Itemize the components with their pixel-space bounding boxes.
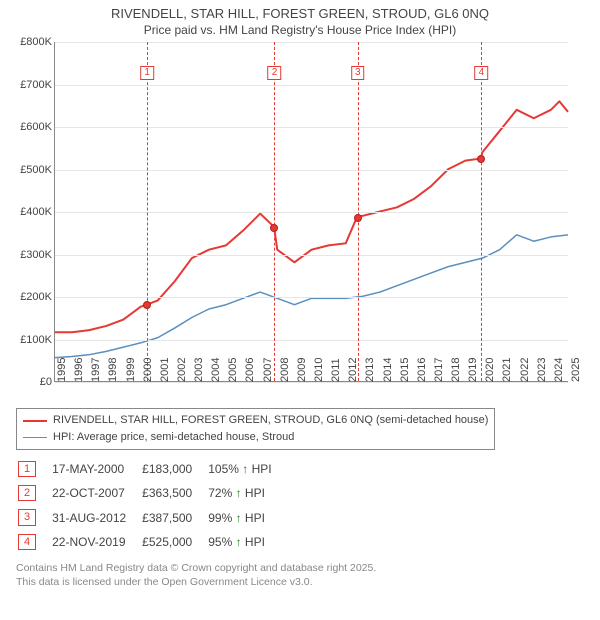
sale-marker-line — [481, 42, 482, 381]
sale-vs-hpi: 99% ↑ HPI — [208, 506, 285, 528]
chart-area: £0£100K£200K£300K£400K£500K£600K£700K£80… — [8, 42, 568, 402]
sale-vs-hpi: 72% ↑ HPI — [208, 482, 285, 504]
sale-price: £183,000 — [142, 458, 206, 480]
footer: Contains HM Land Registry data © Crown c… — [16, 561, 584, 589]
legend-swatch — [23, 437, 47, 438]
y-axis: £0£100K£200K£300K£400K£500K£600K£700K£80… — [8, 42, 54, 382]
x-tick-label: 2025 — [568, 358, 590, 382]
sale-date: 31-AUG-2012 — [52, 506, 140, 528]
sale-marker-dot — [354, 214, 362, 222]
footer-line-2: This data is licensed under the Open Gov… — [16, 575, 584, 589]
table-row: 4 22-NOV-2019£525,00095% ↑ HPI — [18, 531, 286, 553]
sale-number-box: 4 — [18, 534, 36, 550]
sale-marker-dot — [270, 224, 278, 232]
y-tick-label: £800K — [20, 36, 52, 48]
sale-number-box: 3 — [18, 509, 36, 525]
sale-number-box: 1 — [18, 461, 36, 477]
y-tick-label: £200K — [20, 291, 52, 303]
arrow-up-icon: ↑ — [236, 486, 242, 500]
gridline — [55, 85, 568, 86]
sale-date: 17-MAY-2000 — [52, 458, 140, 480]
sale-marker-dot — [477, 155, 485, 163]
sale-marker-box: 2 — [268, 66, 282, 80]
title-line-2: Price paid vs. HM Land Registry's House … — [8, 23, 592, 39]
arrow-up-icon: ↑ — [236, 511, 242, 525]
sales-table: 1 17-MAY-2000£183,000105% ↑ HPI 2 22-OCT-20… — [16, 456, 288, 554]
legend-row: HPI: Average price, semi-detached house,… — [23, 430, 488, 445]
legend-label: HPI: Average price, semi-detached house,… — [53, 430, 294, 445]
x-axis: 1995199619971998199920002001200220032004… — [54, 382, 568, 402]
gridline — [55, 127, 568, 128]
y-tick-label: £100K — [20, 334, 52, 346]
table-row: 3 31-AUG-2012£387,50099% ↑ HPI — [18, 506, 286, 528]
arrow-up-icon: ↑ — [242, 462, 248, 476]
table-row: 1 17-MAY-2000£183,000105% ↑ HPI — [18, 458, 286, 480]
y-tick-label: £600K — [20, 121, 52, 133]
plot-area: 1 2 3 4 — [54, 42, 568, 382]
legend-swatch — [23, 420, 47, 422]
sale-price: £525,000 — [142, 531, 206, 553]
sale-marker-dot — [143, 301, 151, 309]
gridline — [55, 42, 568, 43]
sale-marker-box: 4 — [475, 66, 489, 80]
sale-marker-line — [358, 42, 359, 381]
gridline — [55, 255, 568, 256]
sale-date: 22-OCT-2007 — [52, 482, 140, 504]
arrow-up-icon: ↑ — [236, 535, 242, 549]
sale-number-box: 2 — [18, 485, 36, 501]
sale-marker-line — [147, 42, 148, 381]
gridline — [55, 170, 568, 171]
sale-price: £387,500 — [142, 506, 206, 528]
gridline — [55, 297, 568, 298]
sale-price: £363,500 — [142, 482, 206, 504]
y-tick-label: £300K — [20, 249, 52, 261]
table-row: 2 22-OCT-2007£363,50072% ↑ HPI — [18, 482, 286, 504]
y-tick-label: £400K — [20, 206, 52, 218]
sale-marker-box: 3 — [351, 66, 365, 80]
gridline — [55, 340, 568, 341]
legend-label: RIVENDELL, STAR HILL, FOREST GREEN, STRO… — [53, 413, 488, 428]
sale-date: 22-NOV-2019 — [52, 531, 140, 553]
title-line-1: RIVENDELL, STAR HILL, FOREST GREEN, STRO… — [8, 6, 592, 23]
chart-title: RIVENDELL, STAR HILL, FOREST GREEN, STRO… — [8, 6, 592, 38]
legend-row: RIVENDELL, STAR HILL, FOREST GREEN, STRO… — [23, 413, 488, 428]
y-tick-label: £500K — [20, 164, 52, 176]
sale-marker-box: 1 — [140, 66, 154, 80]
legend: RIVENDELL, STAR HILL, FOREST GREEN, STRO… — [16, 408, 495, 450]
sale-vs-hpi: 105% ↑ HPI — [208, 458, 285, 480]
y-tick-label: £700K — [20, 79, 52, 91]
gridline — [55, 212, 568, 213]
sale-marker-line — [274, 42, 275, 381]
footer-line-1: Contains HM Land Registry data © Crown c… — [16, 561, 584, 575]
sale-vs-hpi: 95% ↑ HPI — [208, 531, 285, 553]
y-tick-label: £0 — [40, 376, 52, 388]
